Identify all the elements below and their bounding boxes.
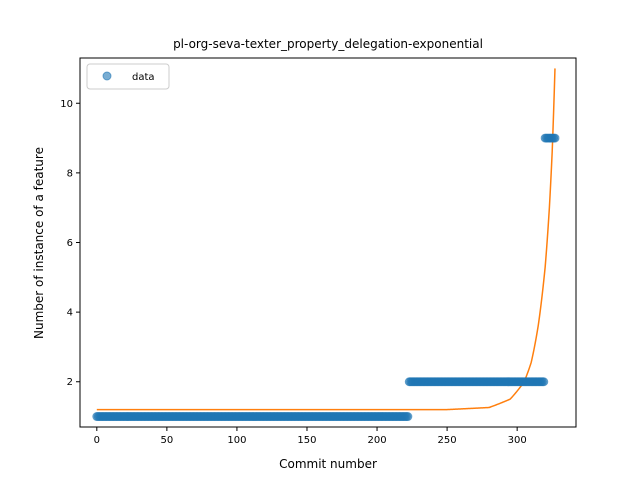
y-tick-label: 8 xyxy=(67,168,73,179)
fit-curve-layer xyxy=(96,68,556,411)
data-point xyxy=(403,412,413,422)
y-axis-label: Number of instance of a feature xyxy=(32,147,46,339)
data-point xyxy=(539,377,549,387)
y-tick-label: 2 xyxy=(67,377,73,388)
y-tick-label: 6 xyxy=(67,238,73,249)
y-tick-label: 4 xyxy=(67,308,73,319)
x-tick-label: 300 xyxy=(508,435,527,446)
legend: data xyxy=(86,63,170,90)
legend-label-data: data xyxy=(132,72,155,83)
x-tick-label: 100 xyxy=(227,435,246,446)
chart-title: pl-org-seva-texter_property_delegation-e… xyxy=(173,37,483,51)
x-tick-label: 200 xyxy=(367,435,386,446)
x-tick-label: 0 xyxy=(94,435,100,446)
legend-marker-data xyxy=(102,71,112,81)
x-tick-label: 250 xyxy=(438,435,457,446)
x-axis-label: Commit number xyxy=(279,457,377,471)
fit-curve xyxy=(96,68,556,411)
x-tick-label: 150 xyxy=(297,435,316,446)
y-tick-label: 10 xyxy=(60,99,73,110)
data-point xyxy=(550,133,560,143)
x-tick-label: 50 xyxy=(161,435,174,446)
axes-layer: 0 50 100 150 200 250 300 2 4 6 8 10 xyxy=(60,57,577,446)
legend-box xyxy=(86,63,170,90)
data-points-layer xyxy=(92,133,560,422)
